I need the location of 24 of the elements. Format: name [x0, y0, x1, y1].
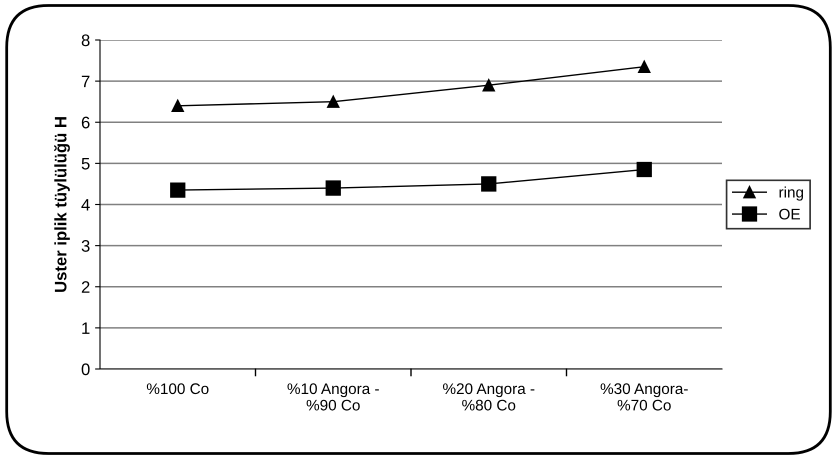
x-tick-label: %100 Co	[146, 383, 209, 394]
point	[482, 78, 495, 92]
y-tick-label: 5	[82, 158, 90, 170]
point	[636, 162, 652, 178]
point	[170, 182, 186, 198]
x-tick-label: %10 Angora - %90 Co	[288, 383, 379, 411]
x-tick-label: %20 Angora - %80 Co	[443, 383, 534, 411]
point	[172, 100, 184, 112]
y-tick-label: 8	[82, 34, 90, 46]
point	[638, 60, 650, 73]
x-tick-label: %30 Angora- %70 Co	[600, 383, 688, 411]
y-tick-label: 0	[82, 363, 90, 376]
y-tick-label: 7	[82, 76, 90, 88]
point	[481, 176, 496, 192]
y-tick-label: 1	[82, 322, 90, 334]
point	[326, 180, 341, 196]
y-tick-label: 2	[82, 281, 90, 293]
legend-label: OE	[779, 208, 800, 220]
y-tick-label: 4	[81, 199, 90, 211]
legend-label: ring	[780, 186, 804, 201]
y-tick-label: 6	[82, 116, 90, 128]
y-axis-title: Uster iplik tüylülüğü H	[54, 117, 70, 292]
y-tick-label: 3	[82, 240, 90, 252]
point	[327, 95, 340, 108]
